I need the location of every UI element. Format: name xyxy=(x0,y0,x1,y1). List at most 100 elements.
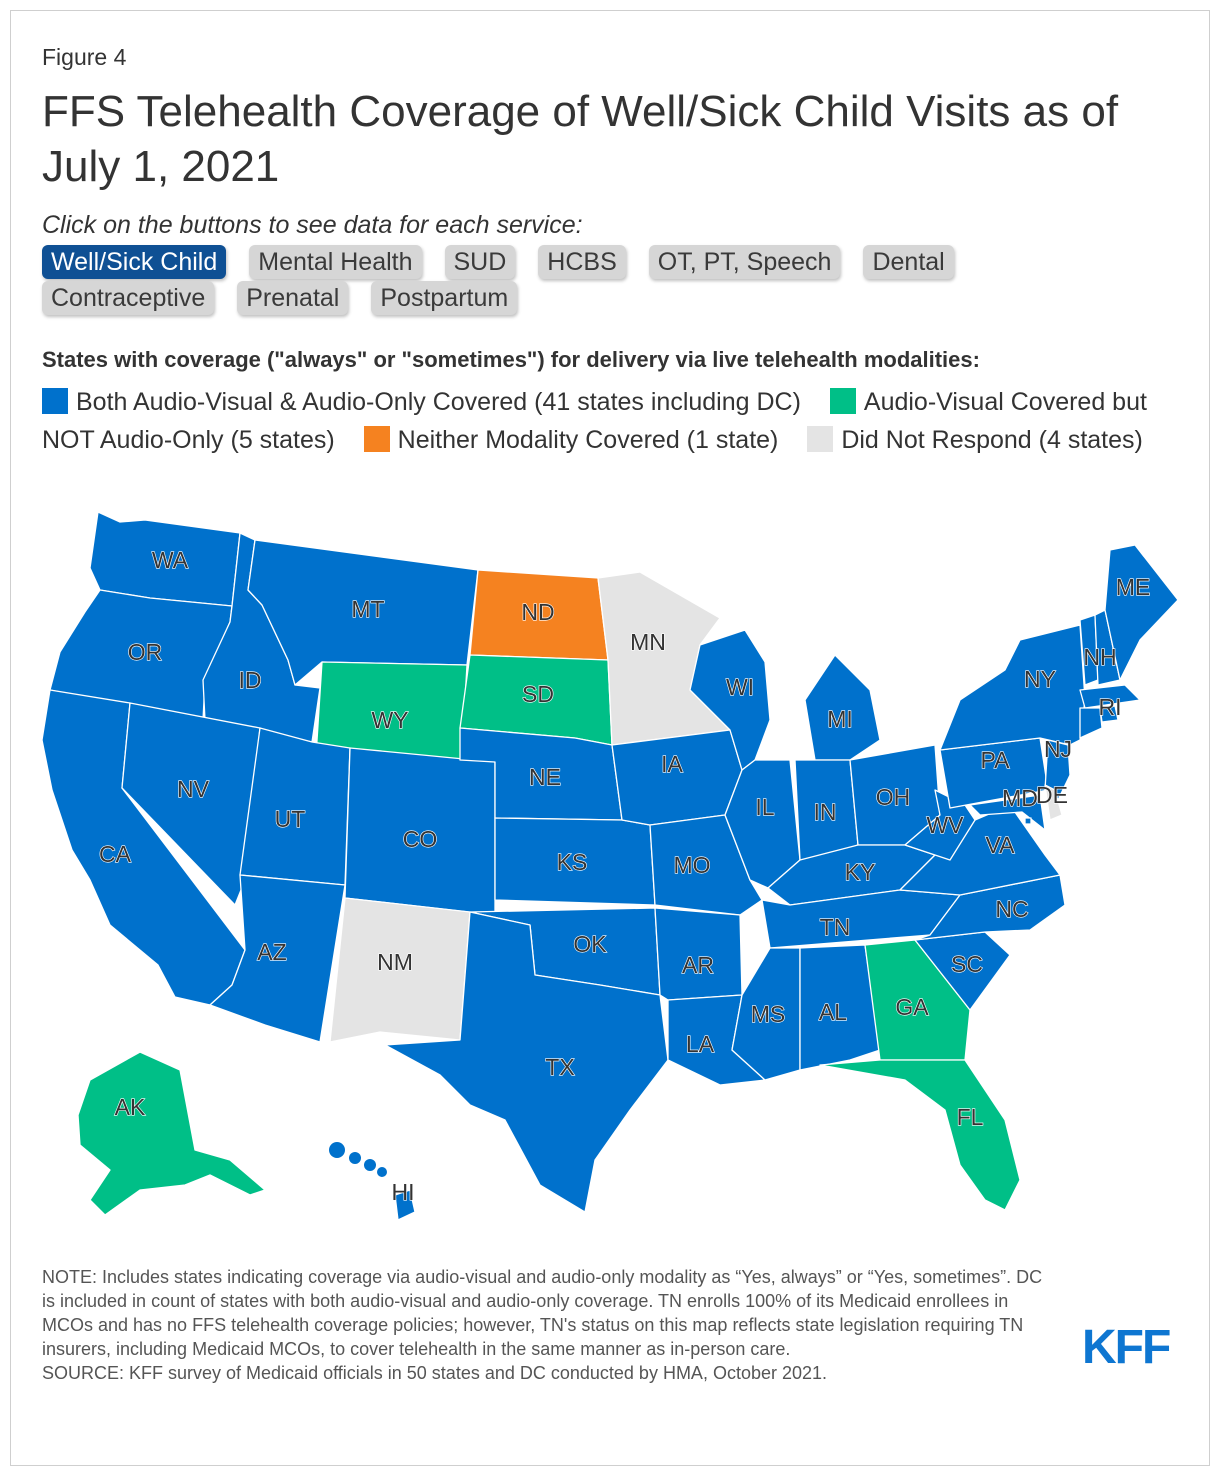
figure-frame xyxy=(10,10,1210,1466)
contraceptive-button[interactable]: Contraceptive xyxy=(42,281,215,315)
us-state-map: WA OR CA ID NV MT WY UT AZ CO NM ND SD NE KS OK TX MN IA MO… xyxy=(41,511,1179,1221)
legend-label-both: Both Audio-Visual & Audio-Only Covered (… xyxy=(76,388,801,416)
state-label-mn: MN xyxy=(630,629,666,655)
state-label-il: IL xyxy=(755,794,774,820)
state-label-tn: TN xyxy=(820,914,851,940)
well-sick-child-button[interactable]: Well/Sick Child xyxy=(42,245,227,279)
state-label-nc: NC xyxy=(995,896,1028,922)
state-label-az: AZ xyxy=(257,939,286,965)
state-label-ri: RI xyxy=(1099,694,1122,720)
legend-swatch-both xyxy=(42,388,68,414)
mental-health-button[interactable]: Mental Health xyxy=(249,245,422,279)
state-label-ne: NE xyxy=(529,764,561,790)
state-ny[interactable] xyxy=(939,624,1086,751)
state-fl[interactable] xyxy=(819,1059,1021,1211)
page-title: FFS Telehealth Coverage of Well/Sick Chi… xyxy=(42,87,1119,191)
footnote: NOTE: Includes states indicating coverag… xyxy=(42,1265,1052,1385)
instructions: Click on the buttons to see data for eac… xyxy=(42,211,583,239)
state-label-ia: IA xyxy=(661,751,683,777)
state-label-nv: NV xyxy=(177,776,210,802)
legend-item-neither: Neither Modality Covered (1 state) xyxy=(363,426,779,454)
state-az[interactable] xyxy=(209,874,346,1043)
legend-label-neither: Neither Modality Covered (1 state) xyxy=(397,426,779,454)
legend: Both Audio-Visual & Audio-Only Covered (… xyxy=(42,383,1182,459)
state-label-hi: HI xyxy=(392,1179,415,1205)
state-label-va: VA xyxy=(986,832,1016,858)
state-ca[interactable] xyxy=(41,689,246,1006)
state-label-mi: MI xyxy=(827,706,853,732)
state-ct[interactable] xyxy=(1079,707,1103,739)
state-label-mo: MO xyxy=(673,852,710,878)
state-label-pa: PA xyxy=(981,747,1011,773)
state-label-me: ME xyxy=(1116,574,1151,600)
state-me[interactable] xyxy=(1104,544,1179,681)
state-dc[interactable] xyxy=(1024,817,1032,825)
state-label-nm: NM xyxy=(377,949,413,975)
ot-pt-speech-button[interactable]: OT, PT, Speech xyxy=(648,245,841,279)
legend-item-av-only: Audio-Visual Covered but NOT Audio-Only … xyxy=(42,388,1147,454)
state-label-wi: WI xyxy=(726,674,754,700)
state-nm[interactable] xyxy=(329,897,471,1043)
state-label-fl: FL xyxy=(957,1104,984,1130)
state-al[interactable] xyxy=(799,944,881,1071)
sud-button[interactable]: SUD xyxy=(444,245,516,279)
hcbs-button[interactable]: HCBS xyxy=(538,245,626,279)
state-label-ks: KS xyxy=(557,849,588,875)
hawaii-island-2 xyxy=(349,1152,361,1164)
postpartum-button[interactable]: Postpartum xyxy=(371,281,518,315)
state-label-la: LA xyxy=(686,1031,715,1057)
legend-item-both: Both Audio-Visual & Audio-Only Covered (… xyxy=(42,388,801,416)
state-label-oh: OH xyxy=(876,784,911,810)
state-label-tx: TX xyxy=(545,1054,574,1080)
state-va[interactable] xyxy=(899,804,1061,896)
state-label-id: ID xyxy=(239,667,262,693)
state-label-wv: WV xyxy=(926,812,964,838)
state-label-ar: AR xyxy=(682,952,714,978)
state-label-or: OR xyxy=(128,639,163,665)
state-label-mt: MT xyxy=(351,596,384,622)
kff-logo: KFF xyxy=(1082,1321,1171,1374)
state-label-in: IN xyxy=(814,799,837,825)
state-nv[interactable] xyxy=(121,702,261,906)
hawaii-island-1 xyxy=(329,1142,345,1158)
legend-swatch-neither xyxy=(363,426,390,452)
state-label-ga: GA xyxy=(895,994,929,1020)
state-label-al: AL xyxy=(819,999,847,1025)
state-label-co: CO xyxy=(403,826,438,852)
state-label-wa: WA xyxy=(152,547,189,573)
state-hi[interactable] xyxy=(394,1189,416,1221)
state-md[interactable] xyxy=(969,794,1046,831)
state-label-ak: AK xyxy=(115,1094,146,1120)
state-label-wy: WY xyxy=(371,707,408,733)
state-label-de: DE xyxy=(1036,782,1068,808)
state-ia[interactable] xyxy=(611,729,743,826)
state-wi[interactable] xyxy=(689,629,771,771)
state-ma[interactable] xyxy=(1079,684,1141,709)
state-label-md: MD xyxy=(1002,785,1038,811)
service-buttons-row-2: Contraceptive Prenatal Postpartum xyxy=(42,281,540,315)
state-label-ca: CA xyxy=(99,841,132,867)
state-mt[interactable] xyxy=(247,539,479,686)
prenatal-button[interactable]: Prenatal xyxy=(237,281,349,315)
state-label-ky: KY xyxy=(845,859,876,885)
state-de[interactable] xyxy=(1044,784,1063,821)
legend-label-av-only: Audio-Visual Covered but NOT Audio-Only … xyxy=(42,388,1147,454)
state-ak[interactable] xyxy=(77,1051,266,1216)
state-label-ut: UT xyxy=(275,806,306,832)
state-label-nd: ND xyxy=(521,599,554,625)
legend-item-no-response: Did Not Respond (4 states) xyxy=(807,426,1143,454)
legend-swatch-av-only xyxy=(829,388,856,414)
legend-swatch-no-response xyxy=(807,426,834,452)
state-ga[interactable] xyxy=(864,939,971,1061)
legend-heading: States with coverage ("always" or "somet… xyxy=(42,347,980,372)
hawaii-island-4 xyxy=(377,1167,387,1177)
dental-button[interactable]: Dental xyxy=(863,245,954,279)
state-tx[interactable] xyxy=(384,911,669,1213)
state-nj[interactable] xyxy=(1044,739,1071,801)
state-label-ms: MS xyxy=(751,1001,786,1027)
source-text: SOURCE: KFF survey of Medicaid officials… xyxy=(42,1363,828,1383)
service-buttons-row-1: Well/Sick Child Mental Health SUD HCBS O… xyxy=(42,245,977,279)
hawaii-island-3 xyxy=(364,1159,376,1171)
state-label-nh: NH xyxy=(1083,644,1116,670)
legend-label-no-response: Did Not Respond (4 states) xyxy=(841,426,1143,454)
